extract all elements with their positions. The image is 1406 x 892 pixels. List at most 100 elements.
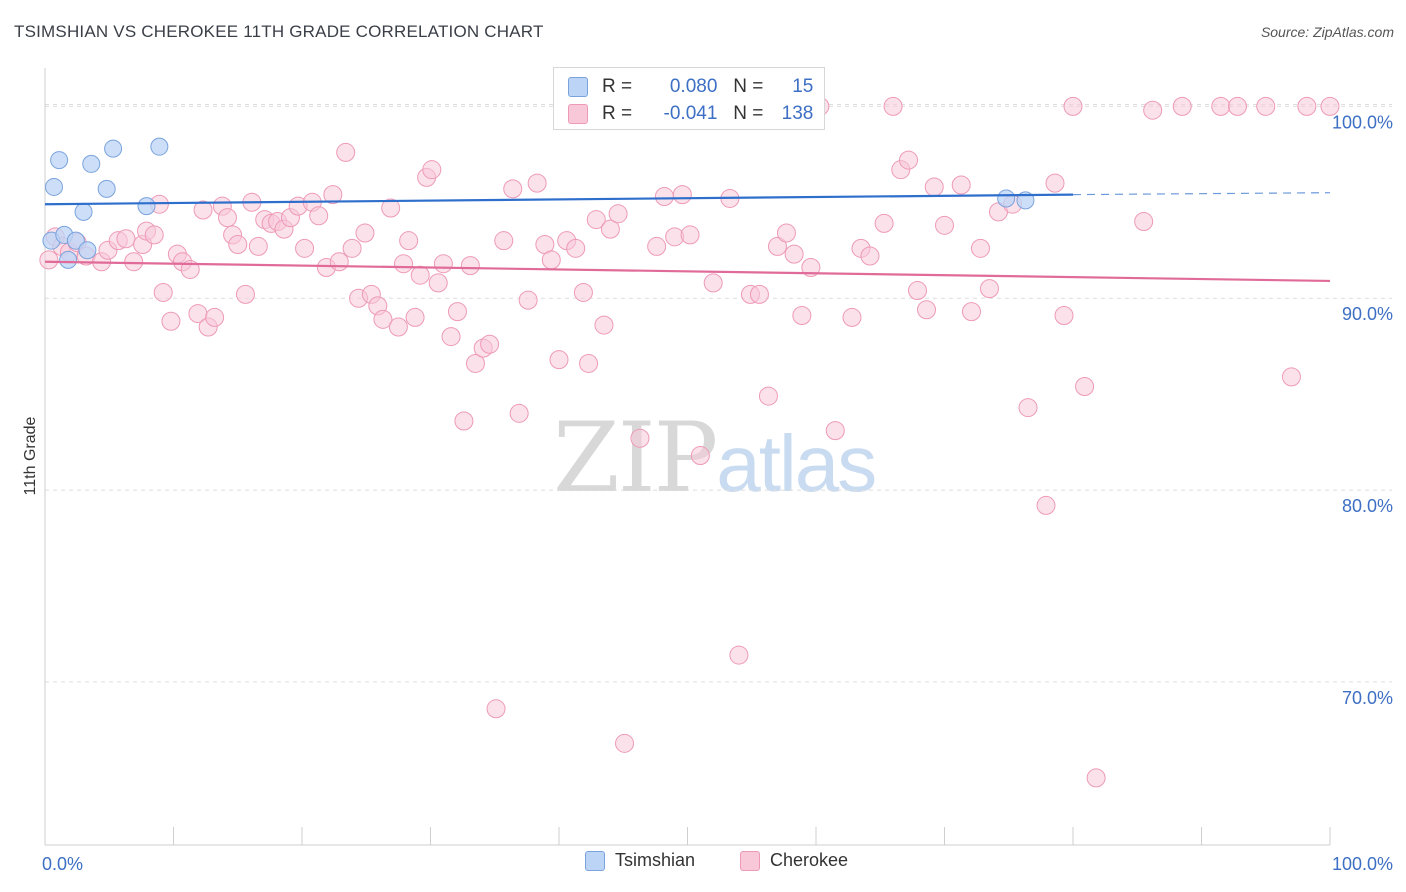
r-value: 0.080 bbox=[669, 76, 718, 97]
cherokee-point bbox=[323, 185, 343, 205]
cherokee-point bbox=[1036, 495, 1056, 515]
cherokee-point bbox=[235, 284, 255, 304]
cherokee-point bbox=[908, 281, 928, 301]
tsimshian-point bbox=[150, 137, 169, 156]
r-label: R = bbox=[602, 76, 633, 97]
tsimshian-point bbox=[66, 231, 85, 250]
n-label: N = bbox=[733, 103, 764, 124]
legend-item-tsimshian[interactable]: Tsimshian bbox=[585, 850, 695, 871]
tsimshian-point bbox=[997, 189, 1016, 208]
cherokee-point bbox=[874, 213, 894, 233]
cherokee-point bbox=[1018, 398, 1038, 418]
cherokee-point bbox=[1172, 96, 1192, 116]
cherokee-point bbox=[784, 244, 804, 264]
cherokee-point bbox=[680, 225, 700, 245]
cherokee-point bbox=[116, 229, 136, 249]
cherokee-point bbox=[1281, 367, 1301, 387]
x-tick-label-max: 100.0% bbox=[1332, 854, 1393, 874]
cherokee-point bbox=[309, 206, 329, 226]
cherokee-point bbox=[630, 428, 650, 448]
tsimshian-point bbox=[44, 177, 63, 196]
cherokee-point bbox=[594, 315, 614, 335]
cherokee-point bbox=[373, 309, 393, 329]
tsimshian-point bbox=[82, 154, 101, 173]
cherokee-point bbox=[573, 282, 593, 302]
cherokee-point bbox=[381, 198, 401, 218]
n-value: 138 bbox=[781, 103, 814, 124]
cherokee-point bbox=[729, 645, 749, 665]
cherokee-point bbox=[690, 446, 710, 466]
n-label: N = bbox=[733, 76, 764, 97]
cherokee-point bbox=[608, 204, 628, 224]
cherokee-point bbox=[1297, 96, 1317, 116]
cherokee-point bbox=[39, 250, 59, 270]
y-tick-label: 70.0% bbox=[1342, 688, 1393, 708]
cherokee-point bbox=[1143, 100, 1163, 120]
cherokee-points bbox=[39, 96, 1340, 788]
y-tick-label: 80.0% bbox=[1342, 496, 1393, 516]
y-tick-label: 90.0% bbox=[1342, 304, 1393, 324]
legend-item-cherokee[interactable]: Cherokee bbox=[740, 850, 848, 871]
cherokee-point bbox=[970, 238, 990, 258]
axes bbox=[44, 68, 1331, 846]
cherokee-point bbox=[860, 246, 880, 266]
cherokee-point bbox=[399, 231, 419, 251]
tsimshian-point bbox=[78, 241, 97, 260]
cherokee-point bbox=[433, 254, 453, 274]
cherokee-point bbox=[1134, 211, 1154, 231]
stats-legend: R = 0.080 N = 15 R = -0.041 N = 138 bbox=[553, 67, 825, 130]
legend-label-tsimshian: Tsimshian bbox=[615, 850, 696, 870]
cherokee-point bbox=[480, 334, 500, 354]
cherokee-point bbox=[917, 300, 937, 320]
cherokee-point bbox=[355, 223, 375, 243]
cherokee-point bbox=[549, 350, 569, 370]
cherokee-point bbox=[394, 254, 414, 274]
cherokee-trend-line bbox=[44, 260, 1331, 283]
tsimshian-trend-line bbox=[44, 193, 1074, 206]
tsimshian-points bbox=[42, 137, 1035, 269]
cherokee-point bbox=[193, 200, 213, 220]
cherokee-swatch bbox=[568, 104, 588, 124]
cherokee-point bbox=[1045, 173, 1065, 193]
cherokee-point bbox=[228, 235, 248, 255]
r-value: -0.041 bbox=[663, 103, 718, 124]
cherokee-point bbox=[586, 210, 606, 230]
cherokee-point bbox=[924, 177, 944, 197]
tsimshian-point bbox=[74, 202, 93, 221]
cherokee-point bbox=[153, 282, 173, 302]
cherokee-point bbox=[1086, 768, 1106, 788]
tsimshian-point bbox=[50, 151, 69, 170]
cherokee-point bbox=[527, 173, 547, 193]
cherokee-point bbox=[460, 256, 480, 276]
cherokee-point bbox=[329, 252, 349, 272]
cherokee-point bbox=[951, 175, 971, 195]
cherokee-point bbox=[1320, 96, 1340, 116]
cherokee-point bbox=[388, 317, 408, 337]
cherokee-point bbox=[295, 238, 315, 258]
cherokee-point bbox=[776, 223, 796, 243]
cherokee-point bbox=[792, 305, 812, 325]
cherokee-point bbox=[248, 236, 268, 256]
cherokee-point bbox=[842, 307, 862, 327]
n-value: 15 bbox=[792, 76, 814, 97]
cherokee-point bbox=[1063, 96, 1083, 116]
cherokee-point bbox=[422, 160, 442, 180]
tsimshian-swatch bbox=[585, 850, 605, 871]
y-axis-title: 11th Grade bbox=[22, 416, 39, 495]
cherokee-point bbox=[899, 150, 919, 170]
cherokee-point bbox=[749, 284, 769, 304]
cherokee-point bbox=[503, 179, 523, 199]
axis-labels: 70.0% 80.0% 90.0% 100.0% 0.0% 100.0% 11th Grad… bbox=[22, 112, 1393, 874]
cherokee-point bbox=[342, 238, 362, 258]
x-tick-label-min: 0.0% bbox=[42, 854, 83, 874]
cherokee-point bbox=[447, 302, 467, 322]
cherokee-point bbox=[758, 386, 778, 406]
cherokee-point bbox=[579, 353, 599, 373]
cherokee-point bbox=[767, 236, 787, 256]
cherokee-point bbox=[405, 307, 425, 327]
cherokee-point bbox=[935, 215, 954, 235]
cherokee-point bbox=[336, 142, 356, 162]
cherokee-point bbox=[1054, 305, 1074, 325]
cherokee-point bbox=[1211, 96, 1231, 116]
y-tick-label: 100.0% bbox=[1332, 112, 1393, 132]
